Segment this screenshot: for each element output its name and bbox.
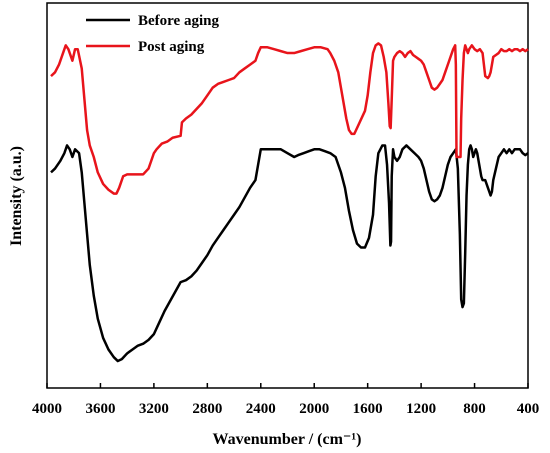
legend-label-before-aging: Before aging bbox=[138, 13, 219, 29]
x-tick-label: 1600 bbox=[353, 401, 383, 417]
x-axis-ticks bbox=[46, 383, 529, 388]
x-tick-label: 3600 bbox=[85, 401, 115, 417]
series-lines bbox=[50, 42, 529, 363]
x-tick-label: 1200 bbox=[406, 401, 436, 417]
x-axis-tick-labels: 4000 3600 3200 2800 2400 2000 1600 1200 800 400 bbox=[32, 401, 539, 417]
x-tick-label: 2800 bbox=[192, 401, 222, 417]
x-axis-title: Wavenumber / (cm⁻¹) bbox=[213, 431, 362, 448]
y-axis-title: Intensity (a.u.) bbox=[8, 146, 25, 246]
x-tick-label: 4000 bbox=[32, 401, 62, 417]
x-tick-label: 3200 bbox=[139, 401, 169, 417]
x-tick-label: 2000 bbox=[299, 401, 329, 417]
x-tick-label: 2400 bbox=[246, 401, 276, 417]
x-tick-label: 400 bbox=[517, 401, 540, 417]
plot-frame bbox=[46, 2, 529, 389]
series-line-before-aging bbox=[50, 144, 529, 363]
series-line-post-aging bbox=[50, 42, 529, 195]
legend-label-post-aging: Post aging bbox=[138, 39, 205, 55]
legend: Before aging Post aging bbox=[86, 13, 219, 55]
x-tick-label: 800 bbox=[463, 401, 486, 417]
